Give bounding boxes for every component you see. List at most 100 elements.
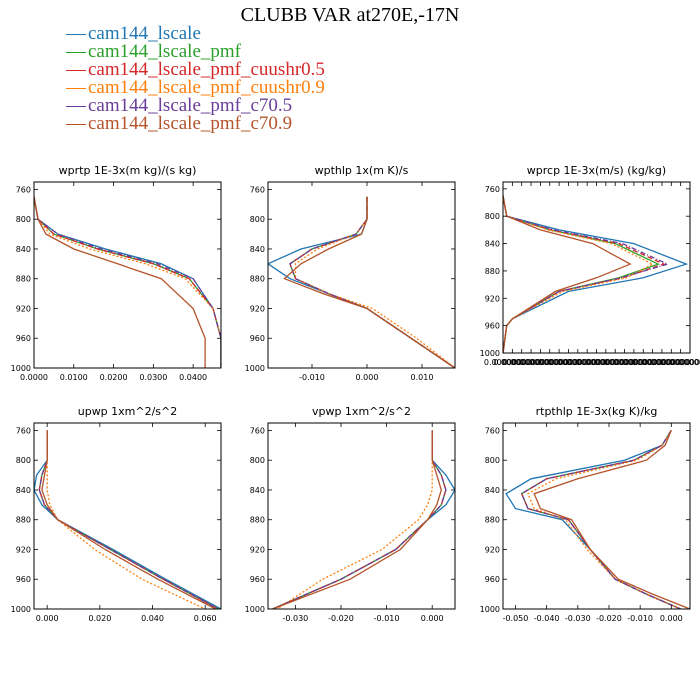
x-tick-label: 0.010 [411, 373, 434, 382]
y-tick-label: 1000 [245, 364, 265, 373]
chart-title: wprtp 1E-3x(m kg)/(s kg) [59, 164, 197, 177]
y-tick-label: 840 [485, 486, 500, 495]
legend-entry: cam144_lscale [66, 23, 325, 44]
figure-title: CLUBB VAR at270E,-17N [240, 4, 460, 26]
series-line-cam144_lscale_pmf_cuushr0.9 [276, 430, 433, 609]
x-tick-label: 0.000000 [587, 358, 625, 367]
x-tick-label: 0.000000 [549, 358, 587, 367]
x-tick-label: 0.000 [36, 614, 59, 623]
x-tick-label: 0.0200 [100, 373, 128, 382]
series-line-cam144_lscale_pmf_cuushr0.9 [527, 430, 681, 609]
legend-label: cam144_lscale_pmf [88, 41, 242, 62]
y-tick-label: 800 [16, 456, 31, 465]
x-tick-label: 0.000000 [662, 358, 700, 367]
y-tick-label: 880 [250, 516, 265, 525]
y-tick-label: 760 [485, 426, 500, 435]
y-tick-label: 960 [485, 575, 500, 584]
y-tick-label: 880 [250, 275, 265, 284]
y-tick-label: 800 [485, 212, 500, 221]
x-tick-label: 0.000000 [493, 358, 531, 367]
x-tick-label: -0.040 [534, 614, 560, 623]
series-line-cam144_lscale_pmf_c70.9 [41, 430, 216, 609]
y-tick-label: 960 [16, 334, 31, 343]
series-line-cam144_lscale_pmf [272, 430, 447, 609]
y-tick-label: 1000 [11, 364, 31, 373]
y-tick-label: 960 [16, 575, 31, 584]
series-line-cam144_lscale_pmf_c70.5 [272, 430, 447, 609]
y-tick-label: 920 [485, 545, 500, 554]
x-tick-label: 0.000000 [624, 358, 662, 367]
series-line-cam144_lscale_pmf [38, 430, 219, 609]
y-tick-label: 800 [485, 456, 500, 465]
x-tick-label: 0.000000 [652, 358, 690, 367]
series-line-cam144_lscale_pmf_cuushr0.5 [289, 196, 455, 368]
series-line-cam144_lscale_pmf_cuushr0.9 [294, 196, 455, 368]
y-tick-label: 840 [16, 486, 31, 495]
legend-label: cam144_lscale_pmf_c70.9 [88, 113, 293, 134]
x-tick-label: -0.020 [596, 614, 622, 623]
chart-title: wprcp 1E-3x(m/s) (kg/kg) [527, 164, 666, 177]
plot-frame [267, 422, 456, 610]
plot-frame [33, 181, 222, 369]
legend-swatch [66, 106, 86, 108]
y-tick-label: 880 [16, 275, 31, 284]
series-line-cam144_lscale_pmf_c70.9 [34, 196, 206, 368]
series-line-cam144_lscale_pmf_cuushr0.5 [520, 430, 681, 609]
y-tick-label: 800 [250, 215, 265, 224]
x-tick-label: -0.010 [299, 373, 325, 382]
chart-title: upwp 1xm^2/s^2 [78, 405, 178, 418]
x-tick-label: 0.000000 [559, 358, 597, 367]
y-tick-label: 960 [250, 334, 265, 343]
plot-frame [502, 422, 691, 610]
chart-panel: wpthlp 1x(m K)/s 760 800 840 880 920 960 1000 -0… [245, 164, 456, 382]
series-line-cam144_lscale_pmf_c70.5 [34, 196, 221, 368]
series-line-cam144_lscale_pmf [289, 196, 455, 368]
legend-entry: cam144_lscale_pmf [66, 41, 325, 62]
x-tick-label: 0.0400 [179, 373, 207, 382]
x-tick-label: 0.000000 [503, 358, 541, 367]
series-line-cam144_lscale_pmf_c70.5 [520, 430, 681, 609]
y-tick-label: 760 [16, 426, 31, 435]
series-line-cam144_lscale_pmf_cuushr0.9 [34, 196, 221, 368]
x-tick-label: 0.0300 [139, 373, 167, 382]
x-tick-label: -0.020 [328, 614, 354, 623]
x-tick-label: 0.000000 [512, 358, 550, 367]
y-tick-label: 800 [16, 215, 31, 224]
y-tick-label: 1000 [480, 605, 500, 614]
series-line-cam144_lscale_pmf_cuushr0.9 [46, 430, 206, 609]
legend-swatch [66, 88, 86, 90]
y-tick-label: 800 [250, 456, 265, 465]
chart-title: rtpthlp 1E-3x(kg K)/kg [536, 405, 658, 418]
legend: cam144_lscale cam144_lscale_pmf cam144_lsc… [66, 23, 325, 134]
legend-swatch [66, 124, 86, 126]
x-tick-label: 0.0000 [20, 373, 48, 382]
y-tick-label: 1000 [245, 605, 265, 614]
y-tick-label: 840 [485, 240, 500, 249]
series-line-cam144_lscale_pmf_c70.9 [503, 195, 632, 353]
x-tick-label: 0.0100 [60, 373, 88, 382]
chart-title: vpwp 1xm^2/s^2 [312, 405, 411, 418]
y-tick-label: 880 [485, 516, 500, 525]
x-tick-label: 0.000000 [643, 358, 681, 367]
x-tick-label: -0.010 [627, 614, 653, 623]
x-tick-label: 0.000 [660, 614, 683, 623]
series-line-cam144_lscale [505, 430, 681, 609]
x-tick-label: 0.040 [141, 614, 164, 623]
y-tick-label: 760 [16, 185, 31, 194]
legend-entry: cam144_lscale_pmf_cuushr0.5 [66, 60, 325, 79]
x-tick-label: 0.000000 [568, 358, 606, 367]
y-tick-label: 1000 [11, 605, 31, 614]
y-tick-label: 920 [485, 294, 500, 303]
legend-label: cam144_lscale [88, 23, 201, 44]
x-tick-label: 0.000000 [605, 358, 643, 367]
y-tick-label: 840 [16, 245, 31, 254]
x-tick-label: 0.000000 [577, 358, 615, 367]
series-line-cam144_lscale_pmf_c70.9 [283, 196, 455, 368]
y-tick-label: 920 [16, 304, 31, 313]
x-tick-label: 0.000000 [634, 358, 672, 367]
plot-frame [502, 181, 691, 354]
y-tick-label: 760 [250, 185, 265, 194]
y-tick-label: 840 [250, 486, 265, 495]
chart-panel: wprtp 1E-3x(m kg)/(s kg) 760 800 840 880 920 9… [11, 164, 222, 382]
